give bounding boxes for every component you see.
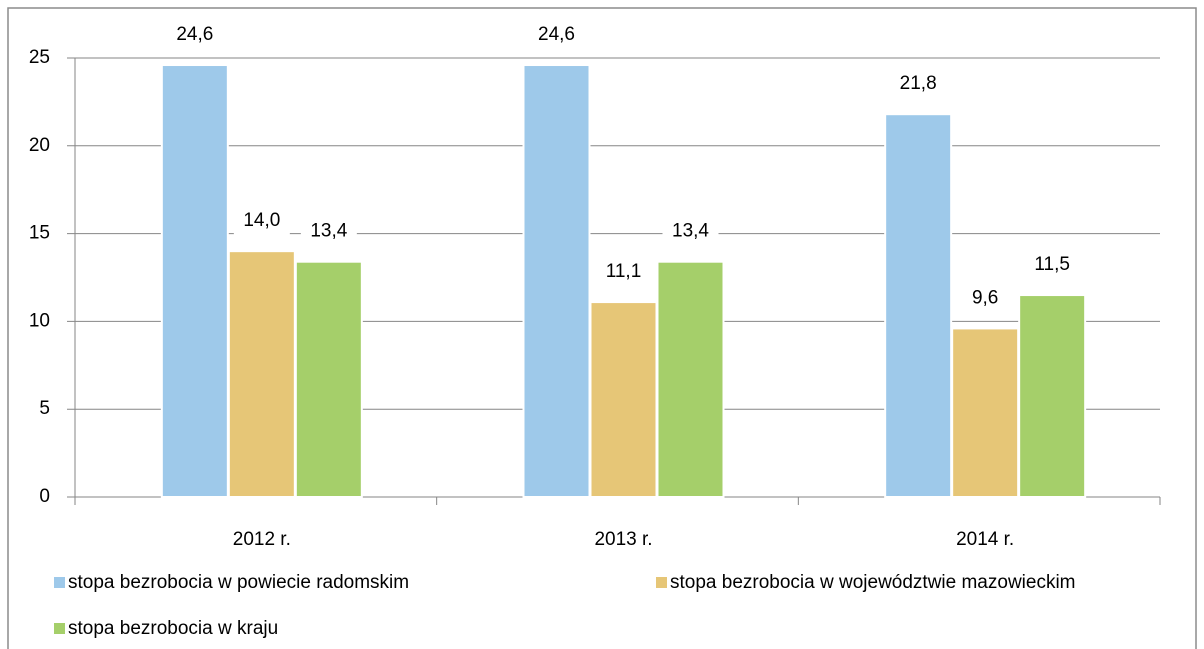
y-tick-label: 5 (39, 398, 50, 419)
y-tick-label: 15 (29, 223, 50, 244)
data-label: 11,1 (606, 261, 642, 282)
y-tick-label: 20 (29, 135, 50, 156)
data-label: 13,4 (672, 221, 709, 242)
label-bg (1024, 249, 1081, 282)
bar (294, 260, 363, 499)
data-label: 24,6 (538, 24, 575, 45)
chart-frame (7, 7, 1197, 649)
x-tick-label: 2013 r. (594, 529, 652, 550)
label-bg (595, 256, 652, 289)
data-label: 14,0 (243, 210, 280, 231)
y-tick-label: 25 (29, 47, 50, 68)
bar (227, 250, 296, 498)
bar (1018, 294, 1087, 498)
legend-swatch (54, 623, 65, 634)
legend-label: stopa bezrobocia w powiecie radomskim (68, 572, 409, 593)
data-label: 9,6 (972, 287, 998, 308)
label-bg (166, 19, 223, 52)
label-bg (300, 215, 357, 248)
x-tick-label: 2014 r. (956, 529, 1014, 550)
label-bg (528, 19, 585, 52)
label-bg (890, 68, 947, 101)
legend-swatch (656, 577, 667, 588)
y-tick-label: 0 (39, 486, 50, 507)
bar (951, 327, 1020, 499)
bar (160, 64, 229, 499)
bar (589, 301, 658, 499)
bar (656, 260, 725, 499)
label-bg (662, 215, 719, 248)
label-bg (233, 205, 290, 238)
data-label: 13,4 (310, 221, 347, 242)
data-label: 21,8 (900, 73, 937, 94)
legend-label: stopa bezrobocia w województwie mazowiec… (670, 572, 1076, 593)
label-bg (957, 282, 1014, 315)
data-label: 11,5 (1034, 254, 1070, 275)
data-label: 24,6 (176, 24, 213, 45)
legend-label: stopa bezrobocia w kraju (68, 618, 278, 639)
legend-swatch (54, 577, 65, 588)
bar (522, 64, 591, 499)
y-tick-label: 10 (29, 310, 50, 331)
x-tick-label: 2012 r. (233, 529, 291, 550)
bar (884, 113, 953, 499)
